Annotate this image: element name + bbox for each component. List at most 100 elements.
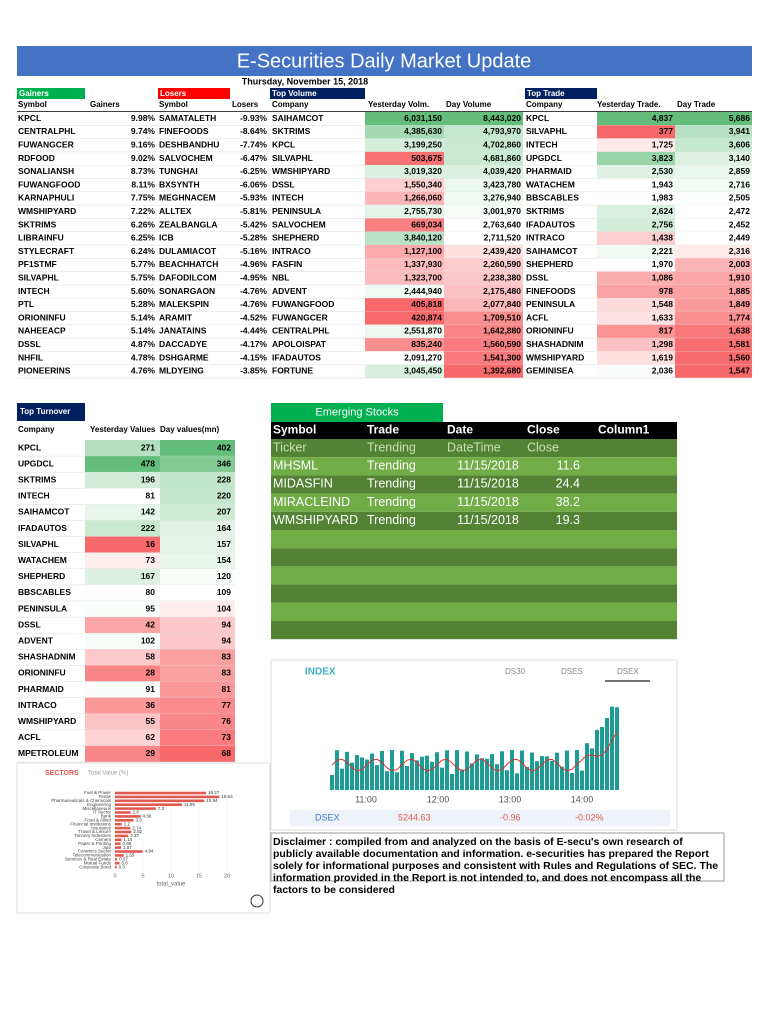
cell-bg bbox=[160, 504, 235, 521]
row-bg bbox=[271, 457, 677, 476]
cell: 38.2 bbox=[556, 495, 580, 509]
cell-bg bbox=[597, 324, 675, 339]
cell: 6.25% bbox=[131, 233, 156, 243]
cell: 1,127,100 bbox=[404, 246, 442, 256]
cell-bg bbox=[85, 520, 160, 537]
cell: 2,756 bbox=[652, 219, 674, 229]
cell: ORIONINFU bbox=[18, 668, 66, 678]
cell-bg bbox=[85, 617, 160, 634]
cell: -4.17% bbox=[240, 339, 267, 349]
cell-bg bbox=[85, 488, 160, 505]
cell: 5.14% bbox=[131, 326, 156, 336]
column-header: Column1 bbox=[598, 423, 650, 437]
decorative-bar bbox=[500, 751, 504, 790]
decorative-line bbox=[331, 731, 618, 772]
cell: 2,221 bbox=[652, 246, 674, 256]
section-label: Top Trade bbox=[527, 89, 565, 98]
cell: PENINSULA bbox=[526, 299, 575, 309]
cell: 81 bbox=[146, 491, 156, 501]
cell: PHARMAID bbox=[18, 684, 64, 694]
turnover-label: Top Turnover bbox=[20, 407, 70, 416]
cell: FASFIN bbox=[272, 259, 302, 269]
cell: 2,003 bbox=[729, 259, 751, 269]
index-tab: DSEX bbox=[617, 667, 639, 676]
decorative-bar bbox=[435, 752, 439, 790]
cell: 68 bbox=[222, 748, 232, 758]
cell-bg bbox=[444, 205, 523, 219]
cell-bg bbox=[85, 633, 160, 650]
cell: 1,560 bbox=[729, 352, 751, 362]
column-header: Day Volume bbox=[446, 100, 492, 109]
cell: PHARMAID bbox=[526, 166, 572, 176]
cell: 2,444,940 bbox=[404, 286, 442, 296]
decorative-bar bbox=[560, 766, 564, 790]
cell: 3,199,250 bbox=[404, 140, 442, 150]
bar bbox=[115, 850, 143, 853]
cell: 8,443,020 bbox=[483, 113, 521, 123]
cell-bg bbox=[85, 472, 160, 489]
cell: 167 bbox=[141, 571, 155, 581]
cell-bg bbox=[160, 456, 235, 473]
cell: 1,548 bbox=[652, 299, 674, 309]
decorative-bar bbox=[600, 727, 604, 790]
cell: BEACHHATCH bbox=[159, 259, 218, 269]
cell: -6.06% bbox=[240, 179, 267, 189]
cell: 9.98% bbox=[131, 113, 156, 123]
cell-bg bbox=[160, 649, 235, 666]
row-bg bbox=[271, 602, 677, 621]
cell: DESHBANDHU bbox=[159, 140, 219, 150]
decorative-bar bbox=[615, 707, 619, 790]
decorative-bar bbox=[545, 756, 549, 790]
chart-title: SECTORS bbox=[45, 770, 79, 777]
cell-bg bbox=[160, 745, 235, 762]
row-bg bbox=[271, 530, 677, 549]
cell: FINEFOODS bbox=[526, 286, 576, 296]
cell: Close bbox=[527, 440, 559, 454]
decorative-bar bbox=[475, 754, 479, 790]
cell: SHASHADNIM bbox=[526, 339, 584, 349]
index-tab: DS30 bbox=[505, 667, 526, 676]
decorative-bar bbox=[440, 767, 444, 790]
decorative-bar bbox=[570, 772, 574, 790]
decorative-bar bbox=[430, 761, 434, 790]
cell-bg bbox=[365, 271, 444, 285]
cell: SHASHADNIM bbox=[18, 652, 76, 662]
decorative-bar bbox=[460, 769, 464, 790]
cell: 2,449 bbox=[729, 233, 751, 243]
decorative-bar bbox=[565, 750, 569, 790]
value-label: 1.55 bbox=[126, 853, 135, 858]
cell-bg bbox=[597, 364, 675, 378]
cell-bg bbox=[597, 151, 675, 166]
cell-bg bbox=[160, 601, 235, 618]
column-header: Day values(mn) bbox=[160, 425, 219, 434]
y-tick-label: Paper & Printing bbox=[78, 841, 111, 846]
cell: KPCL bbox=[526, 113, 549, 123]
column-header: Date bbox=[447, 423, 473, 437]
value-label: 1.07 bbox=[123, 845, 132, 850]
cell: 835,240 bbox=[411, 339, 442, 349]
cell-bg bbox=[365, 112, 444, 126]
y-tick-label: Fuel & Power bbox=[84, 790, 112, 795]
bar bbox=[115, 795, 220, 799]
cell: 3,276,940 bbox=[483, 193, 521, 203]
date: Thursday, November 15, 2018 bbox=[242, 76, 368, 86]
cell-bg bbox=[160, 568, 235, 585]
cell: DACCADYE bbox=[159, 339, 208, 349]
bar bbox=[115, 822, 122, 826]
cell: 94 bbox=[222, 619, 232, 629]
y-tick-label: Engineering bbox=[87, 802, 112, 807]
index-tab: DSES bbox=[561, 667, 583, 676]
cell: 9.74% bbox=[131, 126, 156, 136]
cell: 1,541,300 bbox=[483, 352, 521, 362]
cell: ACFL bbox=[526, 312, 549, 322]
cell: INTRACO bbox=[272, 246, 311, 256]
cell: 3,606 bbox=[729, 140, 751, 150]
cell-bg bbox=[365, 245, 444, 259]
y-tick-label: Food & Allied bbox=[84, 817, 111, 822]
cell-bg bbox=[675, 165, 752, 179]
emerging-label-bg bbox=[271, 403, 443, 422]
cell: PENINSULA bbox=[272, 206, 321, 216]
decorative-bar bbox=[590, 748, 594, 790]
cell: 1,547 bbox=[729, 366, 751, 376]
cell: 1,266,060 bbox=[404, 193, 442, 203]
